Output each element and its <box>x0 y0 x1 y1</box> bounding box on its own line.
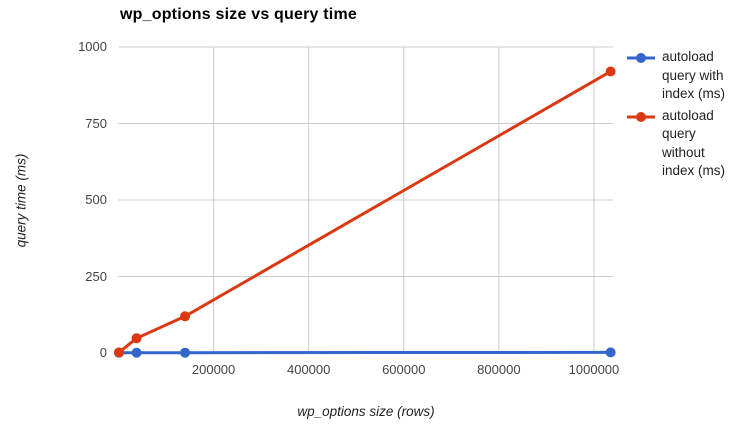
x-axis-title: wp_options size (rows) <box>297 404 435 419</box>
y-tick-label: 250 <box>85 268 107 284</box>
data-point-series-1 <box>605 66 616 77</box>
x-tick-label: 800000 <box>477 362 521 377</box>
data-point-series-1 <box>180 311 191 322</box>
data-point-series-0 <box>605 347 616 358</box>
y-tick-label: 1000 <box>78 39 107 54</box>
legend-line-dot-icon <box>627 111 655 122</box>
y-tick-label: 750 <box>85 115 107 131</box>
legend: autoload query with index (ms) autoload … <box>626 48 746 184</box>
x-tick-label: 400000 <box>286 362 331 377</box>
y-tick-label: 0 <box>99 345 107 360</box>
legend-label-with-index: autoload query with index (ms) <box>662 49 726 101</box>
data-point-series-1 <box>113 347 124 358</box>
chart-title: wp_options size vs query time <box>120 6 357 23</box>
legend-label-without-index: autoload query without index (ms) <box>662 107 726 179</box>
legend-line-dot-icon <box>627 53 655 63</box>
data-point-series-1 <box>131 333 142 344</box>
x-tick-label: 200000 <box>191 362 236 377</box>
x-tick-label: 1000000 <box>568 362 620 377</box>
data-point-series-0 <box>131 347 142 358</box>
x-tick-label: 600000 <box>382 362 426 377</box>
legend-item-with-index: autoload query with index (ms) <box>626 48 746 104</box>
series-line-1 <box>117 69 613 354</box>
legend-item-without-index: autoload query without index (ms) <box>626 107 746 181</box>
data-point-series-0 <box>180 347 191 358</box>
y-tick-label: 500 <box>85 192 107 207</box>
